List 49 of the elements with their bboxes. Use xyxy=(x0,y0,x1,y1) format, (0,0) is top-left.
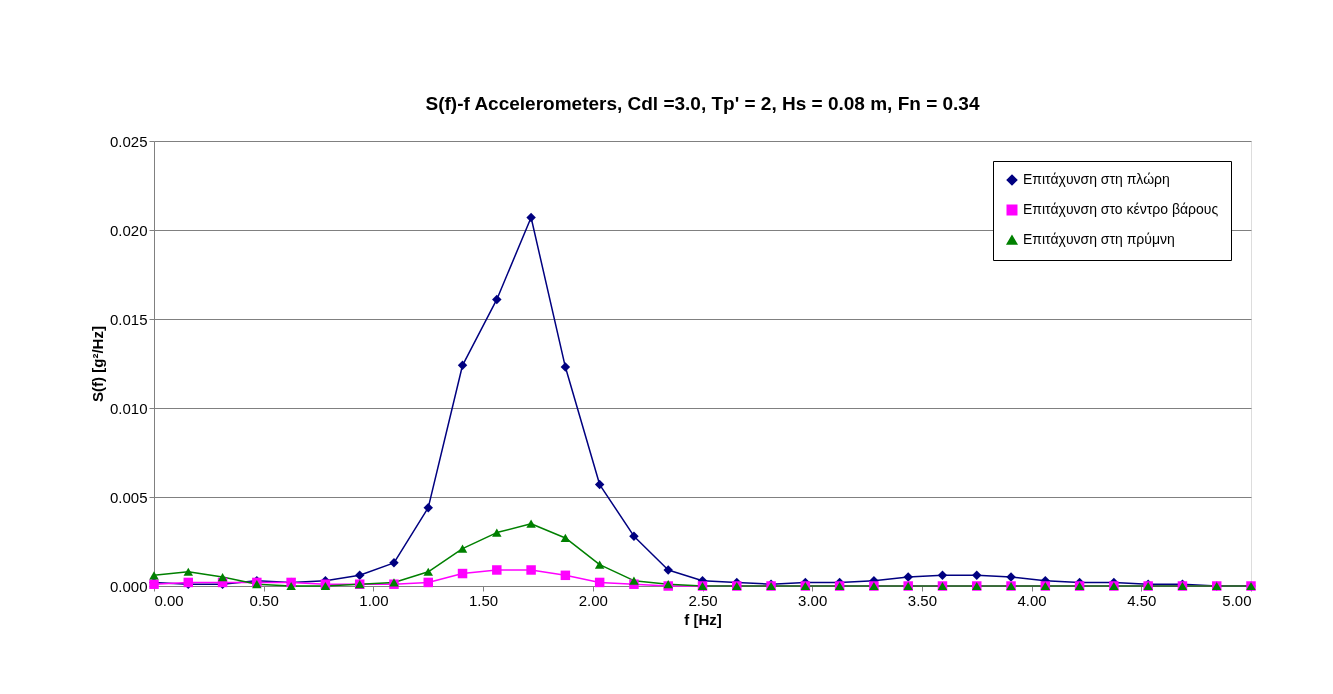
point xyxy=(560,362,571,372)
x-tick-label: 0.00 xyxy=(154,591,184,609)
point xyxy=(492,528,502,537)
x-tick-label: 1.50 xyxy=(469,591,499,609)
point xyxy=(526,565,536,575)
point xyxy=(594,479,605,490)
point xyxy=(423,567,433,576)
point xyxy=(526,212,536,223)
x-tick-label: 3.00 xyxy=(798,591,828,609)
y-tick-label: 0.010 xyxy=(109,399,148,417)
x-tick-label: 3.50 xyxy=(907,591,937,609)
y-tick-label: 0.000 xyxy=(109,577,148,595)
x-tick-label: 1.00 xyxy=(359,591,389,609)
point xyxy=(492,294,502,305)
chart-title: S(f)-f Accelerometers, Cdl =3.0, Tp' = 2, Hs = 0.08 m, Fn = 0.34 xyxy=(425,93,980,114)
point xyxy=(423,577,433,588)
legend-label: Επιτάχυνση στη πρύμνη xyxy=(1023,231,1175,247)
point xyxy=(560,533,571,543)
legend-label: Επιτάχυνση στο κέντρο βάρους xyxy=(1023,201,1219,217)
x-tick-label: 4.50 xyxy=(1127,591,1157,609)
x-tick-label: 5.00 xyxy=(1222,591,1252,609)
point xyxy=(903,572,913,582)
point xyxy=(354,570,365,581)
x-tick-label: 0.50 xyxy=(249,591,279,609)
y-tick-label: 0.020 xyxy=(109,221,148,239)
y-axis-title: S(f) [g²/Hz] xyxy=(88,326,106,402)
point xyxy=(560,570,571,581)
y-tick-label: 0.025 xyxy=(109,132,148,150)
point xyxy=(457,544,468,553)
point xyxy=(972,570,982,581)
point xyxy=(594,560,605,569)
point xyxy=(629,576,639,585)
point xyxy=(423,502,433,513)
x-tick-label: 2.50 xyxy=(688,591,718,609)
point xyxy=(594,577,605,588)
x-axis-title: f [Hz] xyxy=(684,610,722,628)
legend-label: Επιτάχυνση στη πλώρη xyxy=(1023,171,1170,187)
point xyxy=(286,581,296,591)
point xyxy=(492,565,502,575)
point xyxy=(183,567,194,576)
point xyxy=(937,570,948,581)
y-tick-label: 0.005 xyxy=(109,488,148,506)
x-tick-label: 4.00 xyxy=(1017,591,1047,609)
y-tick-label: 0.015 xyxy=(109,310,148,328)
point xyxy=(526,519,536,528)
x-tick-label: 2.00 xyxy=(578,591,608,609)
point xyxy=(457,360,468,371)
point xyxy=(217,572,228,582)
point xyxy=(457,568,468,579)
